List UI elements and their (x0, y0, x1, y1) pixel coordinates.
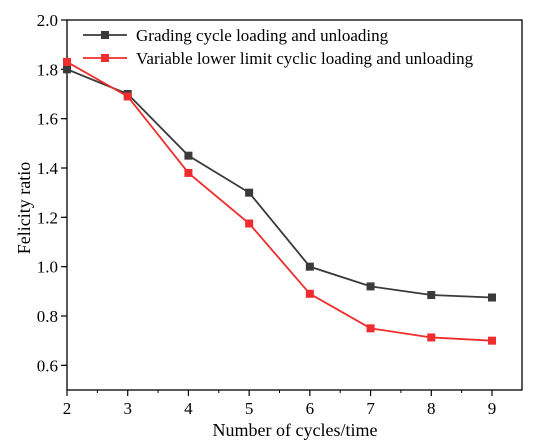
data-point (184, 151, 193, 160)
series-1 (63, 65, 496, 302)
y-tick-label: 1.0 (37, 258, 58, 277)
data-point (63, 65, 71, 74)
data-point (488, 336, 496, 345)
x-tick-label: 4 (184, 399, 193, 418)
data-point (305, 289, 314, 298)
legend-entry-1: Grading cycle loading and unloading (83, 26, 389, 45)
data-point (427, 291, 436, 300)
series-line (66, 68, 493, 299)
series-line (66, 61, 493, 342)
legend-marker (101, 54, 109, 62)
series-2 (63, 57, 496, 345)
x-tick-label: 2 (63, 399, 72, 418)
x-tick-label: 3 (123, 399, 132, 418)
data-point (245, 188, 254, 197)
data-point (366, 282, 375, 291)
y-tick-label: 1.4 (37, 159, 59, 178)
legend-entry-2: Variable lower limit cyclic loading and … (83, 49, 474, 68)
y-tick-label: 0.6 (37, 356, 58, 375)
ticks: 2 3 4 5 6 7 8 9 0.6 0.8 1.0 1.2 1.4 1.6 1.8 2.0 (37, 11, 497, 418)
legend-label: Grading cycle loading and unloading (136, 26, 389, 45)
data-point (245, 219, 254, 228)
x-tick-label: 5 (245, 399, 254, 418)
x-tick-label: 6 (306, 399, 315, 418)
y-tick-label: 1.8 (37, 60, 58, 79)
data-point (427, 333, 436, 342)
data-point (123, 92, 132, 101)
data-point (488, 293, 496, 302)
y-tick-label: 1.2 (37, 208, 58, 227)
data-point (305, 262, 314, 271)
x-axis-title: Number of cycles/time (213, 420, 378, 440)
series (63, 57, 496, 345)
y-axis-title: Felicity ratio (14, 162, 34, 254)
data-point (366, 324, 375, 333)
y-tick-label: 2.0 (37, 11, 58, 30)
x-tick-label: 7 (366, 399, 375, 418)
legend-marker (101, 31, 109, 39)
data-point (184, 168, 193, 177)
axes (66, 19, 523, 391)
x-tick-label: 9 (488, 399, 497, 418)
x-tick-label: 8 (427, 399, 436, 418)
legend-label: Variable lower limit cyclic loading and … (136, 49, 474, 68)
plot-frame (66, 19, 523, 391)
y-tick-label: 0.8 (37, 307, 58, 326)
data-point (63, 57, 71, 66)
y-tick-label: 1.6 (37, 110, 58, 129)
legend: Grading cycle loading and unloading Varia… (83, 26, 474, 68)
